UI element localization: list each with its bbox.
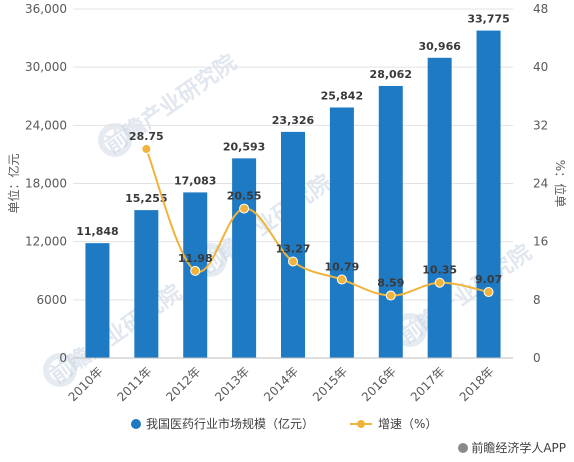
line-point [483,287,494,298]
x-tick-label: 2018年 [457,364,497,404]
line-value-label: 11.98 [178,252,213,265]
y-left-tick-label: 18,000 [25,177,67,191]
y-right-tick-label: 24 [533,177,548,191]
y-right-tick-label: 16 [533,235,548,249]
y-right-tick-label: 8 [533,293,541,307]
bar-value-label: 11,848 [76,225,118,238]
bar-value-label: 30,966 [418,40,461,53]
y-right-tick-label: 32 [533,118,548,132]
line-point [239,203,250,214]
y-left-tick-label: 12,000 [25,235,67,249]
bar-value-label: 25,842 [321,89,363,102]
line-value-label: 8.59 [377,277,404,290]
legend-bar-marker-icon [131,419,141,429]
bar [134,210,159,358]
watermark-logo-icon [98,123,132,157]
bar-value-label: 33,775 [467,13,509,26]
line-point [288,256,298,267]
y-right-tick-label: 40 [533,60,548,74]
y-left-tick-label: 6000 [36,293,67,307]
y-right-tick-label: 48 [533,2,548,16]
x-tick-label: 2017年 [408,364,448,404]
y-left-tick-label: 30,000 [25,60,67,74]
bar-value-label: 23,326 [272,114,315,127]
source-logo-icon [458,443,469,453]
x-tick-label: 2016年 [359,364,399,404]
source-attribution: 前瞻经济学人APP [458,439,566,456]
x-tick-label: 2012年 [163,364,203,404]
line-value-label: 28.75 [129,130,164,143]
line-point [336,274,347,285]
line-value-label: 10.35 [422,264,457,277]
x-tick-label: 2015年 [310,364,350,404]
line-point [190,265,201,276]
legend-line-dot-icon [357,420,365,428]
x-tick-label: 2013年 [212,364,252,404]
bar [85,243,110,358]
line-value-label: 13.27 [276,243,311,256]
bar [476,30,501,359]
legend-bar-label: 我国医药行业市场规模（亿元） [146,416,314,431]
bar-value-label: 17,083 [174,174,216,187]
bar [427,57,452,359]
line-value-label: 10.79 [324,261,359,274]
y-left-tick-label: 24,000 [25,118,67,132]
line-value-label: 20.55 [227,190,262,203]
line-series: 28.75 11.98 20.55 13.27 10.79 8.59 10.35 9.07 [129,130,502,301]
watermark-text: 前瞻产业研究院 [395,239,536,349]
bar-value-label: 28,062 [370,68,412,81]
source-text: 前瞻经济学人APP [471,441,566,455]
legend-line-label: 增速（%） [378,417,437,431]
bar [281,131,305,358]
bar-value-label: 15,255 [125,192,167,205]
x-tick-label: 2011年 [114,364,154,404]
y-left-tick-label: 0 [59,351,67,365]
bar [232,158,257,358]
watermark-text: 前瞻产业研究院 [100,49,241,159]
legend: 我国医药行业市场规模（亿元） 增速（%） [131,416,437,431]
y-left-tick-label: 36,000 [25,2,67,16]
y-right-axis-title: %：位单 [553,160,568,207]
line-point [434,277,445,288]
y-right-tick-label: 0 [533,351,541,365]
bar [378,85,403,358]
line-value-label: 9.07 [475,273,502,286]
bar [329,107,354,358]
line-point [385,290,396,301]
x-tick-label: 2014年 [261,364,301,404]
y-left-axis-title: 单位：亿元 [6,153,21,213]
bar-value-label: 20,593 [223,140,265,153]
watermark-logo-icon [43,353,77,387]
line-point [141,143,152,154]
bar-series: 11,848 15,255 17,083 20,593 23,326 25,842 28,0… [76,13,510,359]
